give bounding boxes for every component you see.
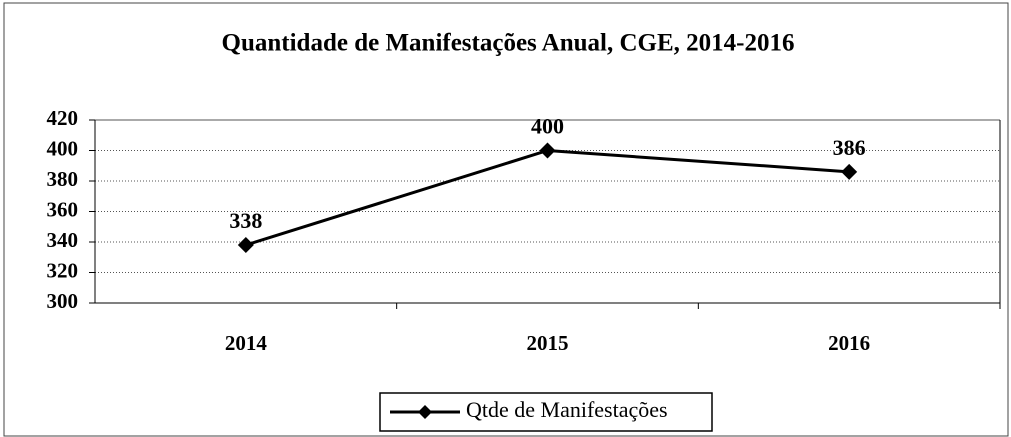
y-tick-label: 360 — [47, 197, 79, 221]
x-tick-label: 2016 — [828, 331, 870, 355]
point — [539, 142, 556, 159]
chart-border — [3, 2, 1009, 437]
y-tick-label: 420 — [47, 106, 79, 130]
data-label: 386 — [833, 135, 866, 160]
point — [237, 237, 254, 254]
x-tick-label: 2015 — [527, 331, 569, 355]
data-label: 338 — [229, 208, 262, 233]
chart-title: Quantidade de Manifestações Anual, CGE, … — [222, 30, 795, 57]
y-tick-label: 380 — [47, 167, 79, 191]
legend-marker — [418, 405, 432, 419]
y-tick-label: 400 — [47, 136, 79, 160]
y-tick-label: 340 — [47, 228, 79, 252]
x-tick-label: 2014 — [225, 331, 268, 355]
y-tick-label: 320 — [47, 258, 79, 282]
legend-label: Qtde de Manifestações — [466, 397, 668, 422]
data-label: 400 — [531, 114, 564, 139]
y-tick-label: 300 — [47, 289, 79, 313]
point — [841, 163, 858, 180]
line — [245, 148, 850, 247]
